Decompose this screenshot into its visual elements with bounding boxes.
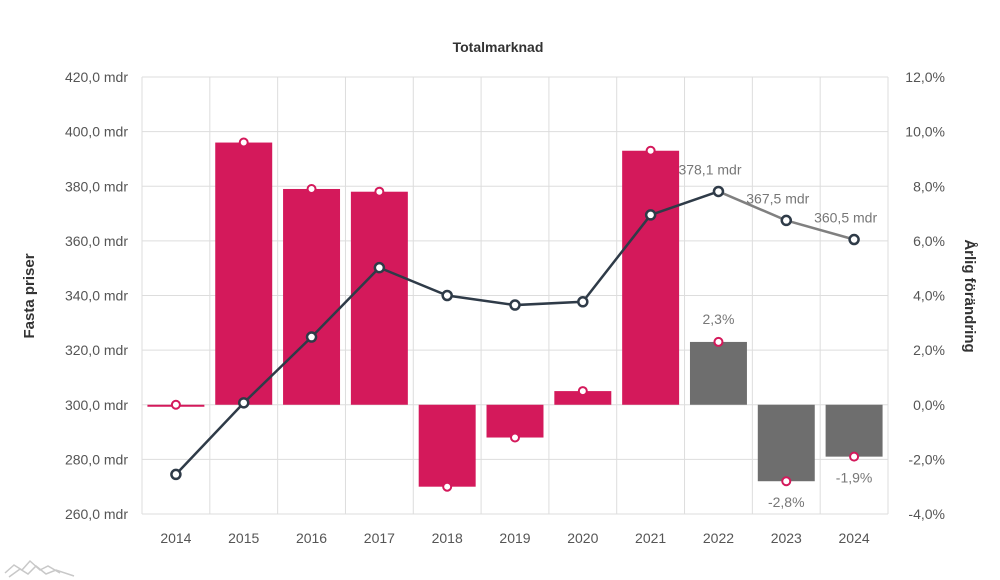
- y-left-tick-label: 360,0 mdr: [65, 233, 128, 249]
- bar-point: [238, 137, 249, 148]
- line-point: [170, 468, 182, 481]
- y-right-tick-label: 0,0%: [913, 397, 945, 413]
- x-tick-label: 2019: [499, 530, 530, 546]
- bar: [689, 341, 747, 405]
- y-left-tick-label: 340,0 mdr: [65, 288, 128, 304]
- y-right-tick-label: 4,0%: [913, 288, 945, 304]
- line-data-label: 367,5 mdr: [746, 190, 809, 206]
- bar: [486, 404, 544, 438]
- bar-point: [170, 399, 181, 410]
- line-point: [780, 214, 793, 227]
- y-left-tick-label: 320,0 mdr: [65, 342, 128, 358]
- x-tick-label: 2022: [703, 530, 734, 546]
- x-tick-label: 2018: [432, 530, 463, 546]
- x-tick-label: 2014: [160, 530, 191, 546]
- bar-data-label: -1,9%: [836, 470, 873, 486]
- axes: 260,0 mdr 280,0 mdr 300,0 mdr 320,0 mdr 340,…: [65, 69, 945, 546]
- bar: [554, 391, 612, 405]
- y-right-tick-label: 8,0%: [913, 178, 945, 194]
- bar-point: [510, 432, 520, 443]
- x-tick-label: 2017: [364, 530, 395, 546]
- bar-point: [849, 451, 860, 462]
- line-point: [305, 331, 318, 343]
- bar: [757, 404, 815, 482]
- bar: [350, 191, 408, 405]
- line-point: [237, 397, 250, 409]
- bar: [283, 188, 341, 405]
- y-left-tick-label: 400,0 mdr: [65, 124, 128, 140]
- y-right-tick-label: 2,0%: [913, 342, 945, 358]
- bar-data-label: -2,8%: [768, 494, 805, 510]
- x-tick-label: 2021: [635, 530, 666, 546]
- logo-icon: [4, 559, 75, 578]
- x-tick-label: 2016: [296, 530, 327, 546]
- bar: [622, 150, 680, 405]
- y-left-tick-label: 260,0 mdr: [65, 506, 128, 522]
- y-right-tick-label: 10,0%: [905, 124, 945, 140]
- line-point: [509, 299, 521, 311]
- bar-point: [306, 183, 317, 194]
- data-labels: 2,3% -2,8% -1,9% 378,1 mdr 367,5 mdr 360,5 md…: [678, 161, 877, 510]
- line-point: [644, 209, 657, 221]
- bar: [825, 404, 883, 457]
- line-data-label: 378,1 mdr: [678, 161, 741, 177]
- x-tick-label: 2020: [567, 530, 598, 546]
- y-left-tick-label: 280,0 mdr: [65, 451, 128, 467]
- y-right-tick-label: -2,0%: [908, 451, 945, 467]
- bar-point: [781, 476, 792, 487]
- chart-title: Totalmarknad: [453, 39, 544, 55]
- y-right-tick-label: 12,0%: [905, 69, 945, 85]
- line-point: [712, 185, 725, 198]
- bar-point: [374, 186, 385, 197]
- y-right-tick-label: 6,0%: [913, 233, 945, 249]
- x-tick-label: 2023: [771, 530, 802, 546]
- y-left-tick-label: 300,0 mdr: [65, 397, 128, 413]
- bar-point: [577, 386, 588, 397]
- bar: [418, 404, 476, 487]
- y-axis-left-title: Fasta priser: [21, 253, 38, 338]
- y-left-tick-label: 420,0 mdr: [65, 69, 128, 85]
- line-series: [170, 137, 860, 492]
- y-axis-right-title: Årlig förändring: [961, 239, 978, 352]
- bar-data-label: 2,3%: [702, 311, 734, 327]
- bar-series: [147, 142, 883, 487]
- bar-point: [645, 145, 656, 156]
- line-point: [848, 233, 860, 246]
- bar: [215, 142, 273, 405]
- y-left-tick-label: 380,0 mdr: [65, 178, 128, 194]
- line-point: [441, 289, 453, 302]
- y-right-tick-label: -4,0%: [908, 506, 945, 522]
- line-point: [577, 296, 589, 308]
- x-tick-label: 2024: [839, 530, 870, 546]
- line-data-label: 360,5 mdr: [814, 210, 877, 226]
- bar-point: [713, 336, 724, 347]
- x-tick-label: 2015: [228, 530, 259, 546]
- line-point: [373, 261, 386, 274]
- bar-point: [442, 481, 453, 492]
